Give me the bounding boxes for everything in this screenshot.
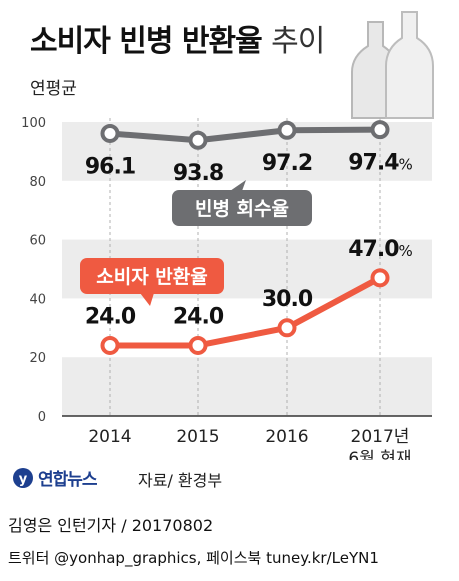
return-callout-box [80, 258, 224, 294]
y-tick-label: 80 [29, 175, 46, 190]
recovery-data-label: 97.4% [348, 151, 412, 176]
title-suffix: 추이 [271, 24, 325, 59]
recovery-callout-pointer [230, 180, 246, 191]
credit-line: 김영은 인턴기자 / 20170802 [8, 516, 214, 535]
social-line: 트위터 @yonhap_graphics, 페이스북 tuney.kr/LeYN… [8, 549, 379, 567]
yonhap-logo: y 연합뉴스 [12, 465, 98, 490]
x-tick-sublabel: 6월 현재 [348, 449, 411, 460]
category-guides [109, 118, 381, 416]
recovery-data-label: 97.2 [262, 151, 312, 176]
recovery-data-label: 96.1 [85, 154, 135, 179]
return-data-label: 24.0 [85, 304, 136, 329]
recovery-point [100, 123, 120, 143]
return-data-label: 47.0% [348, 237, 412, 262]
bottles-illustration [351, 11, 434, 119]
return-line [110, 275, 382, 349]
return-point [277, 318, 297, 338]
chart-title: 소비자 빈병 반환율 추이 [30, 16, 325, 60]
return-callout-pointer [140, 293, 154, 306]
unit-label: 연평균 [30, 79, 77, 99]
yonhap-logo-icon: y [13, 467, 33, 488]
return-data-label: 24.0 [173, 304, 224, 329]
grid-band [62, 357, 432, 416]
source-label: 자료/ 환경부 [138, 471, 223, 490]
return-point [188, 335, 208, 355]
svg-text:y: y [19, 472, 28, 487]
y-axis: 0 20 40 60 80 100 [21, 116, 46, 425]
y-tick-label: 40 [29, 292, 46, 307]
x-tick-label: 2016 [265, 427, 308, 447]
return-series-name: 소비자 반환율 [96, 266, 208, 288]
line-chart: 0 20 40 60 80 100 96.1 93.8 97.2 97.4% 24.0 24.0 30… [21, 11, 434, 460]
recovery-point [188, 130, 208, 150]
recovery-series-name: 빈병 회수율 [195, 198, 289, 220]
return-point [370, 268, 390, 288]
x-axis: 2014 2015 2016 2017년 6월 현재 [62, 415, 432, 460]
recovery-data-label: 93.8 [173, 161, 223, 186]
title-main: 소비자 빈병 반환율 [30, 24, 263, 59]
x-tick-label: 2015 [176, 427, 219, 447]
y-tick-label: 60 [29, 234, 46, 249]
return-point [100, 335, 120, 355]
series-layer: 96.1 93.8 97.2 97.4% 24.0 24.0 30.0 47.0% 빈병 회수율… [80, 120, 414, 355]
return-data-label: 30.0 [262, 287, 313, 312]
recovery-point [277, 120, 297, 140]
y-tick-label: 0 [38, 410, 46, 425]
y-tick-label: 20 [29, 351, 46, 366]
x-tick-label: 2014 [88, 427, 131, 447]
x-tick-label: 2017년 [351, 427, 410, 447]
recovery-point [370, 120, 390, 140]
recovery-callout-box [172, 190, 312, 226]
logo-text: 연합뉴스 [38, 470, 98, 490]
recovery-line [109, 126, 381, 144]
y-tick-label: 100 [21, 116, 46, 131]
